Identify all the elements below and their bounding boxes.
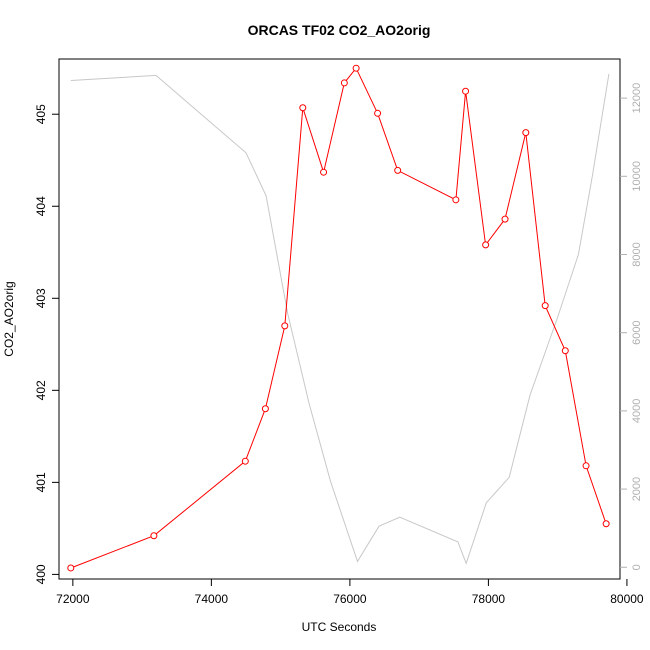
data-point [561, 347, 569, 355]
x-tick-label: 76000 [333, 592, 367, 606]
y2-tick-label: 10000 [631, 161, 643, 192]
x-tick-label: 72000 [56, 592, 90, 606]
y2-tick-label: 8000 [631, 242, 643, 266]
data-point [501, 215, 509, 223]
y-tick-label: 404 [34, 196, 48, 216]
y-tick-label: 403 [34, 288, 48, 308]
x-axis: 72000 74000 76000 78000 80000 [56, 579, 644, 606]
plot-frame [58, 58, 621, 580]
y2-tick-label: 12000 [631, 83, 643, 114]
data-point [522, 129, 530, 137]
data-point [541, 302, 549, 310]
data-point [67, 564, 75, 572]
x-axis-title: UTC Seconds [302, 620, 377, 634]
y-tick-label: 401 [34, 472, 48, 492]
series-line-right [70, 73, 610, 565]
data-point [352, 64, 360, 72]
data-point [374, 109, 382, 117]
data-point [452, 196, 460, 204]
data-point [340, 79, 348, 87]
x-tick-label: 74000 [195, 592, 229, 606]
x-tick-label: 80000 [610, 592, 644, 606]
x-tick-label: 78000 [472, 592, 506, 606]
data-point [150, 532, 158, 540]
data-point [299, 104, 307, 112]
y-axis-right: 0 2000 4000 6000 8000 10000 12000 [620, 83, 643, 570]
data-point [320, 168, 328, 176]
chart-title: ORCAS TF02 CO2_AO2orig [248, 22, 431, 38]
series-layer [67, 64, 610, 572]
y2-tick-label: 2000 [631, 477, 643, 501]
y-axis-title: CO2_AO2orig [2, 281, 16, 356]
data-point [462, 87, 470, 95]
series-line-left [70, 67, 607, 569]
y-axis-left: 400 401 402 403 404 405 [34, 104, 59, 584]
data-point [394, 166, 402, 174]
y2-tick-label: 0 [631, 564, 643, 570]
y2-tick-label: 4000 [631, 399, 643, 423]
data-point [261, 405, 269, 413]
y-tick-label: 400 [34, 564, 48, 584]
data-point [241, 457, 249, 465]
data-point [582, 462, 590, 470]
data-point [482, 241, 490, 249]
data-point [281, 322, 289, 330]
data-point [602, 520, 610, 528]
y-tick-label: 405 [34, 104, 48, 124]
y2-tick-label: 6000 [631, 320, 643, 344]
y-tick-label: 402 [34, 380, 48, 400]
